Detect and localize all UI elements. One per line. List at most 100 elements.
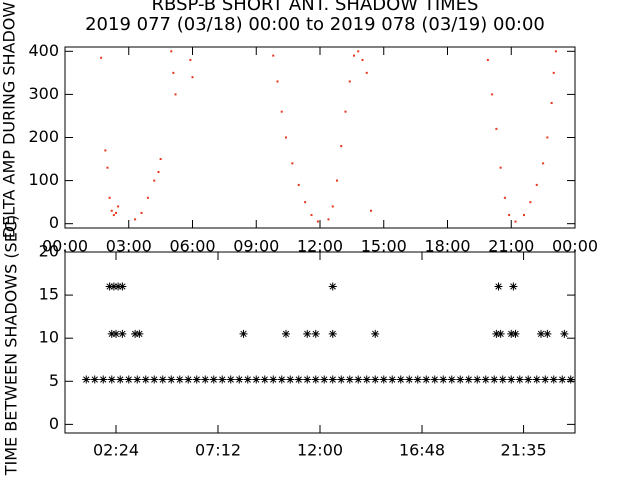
point (430, 375, 439, 384)
point (99, 375, 108, 384)
point (340, 145, 343, 148)
point (542, 162, 545, 165)
point (276, 80, 279, 83)
x-tick-label: 21:00 (488, 237, 534, 256)
point (191, 76, 194, 79)
y-tick-label: 15 (39, 285, 59, 304)
x-tick-label: 12:00 (297, 237, 343, 256)
point (110, 209, 113, 212)
point (105, 282, 114, 291)
point (117, 205, 120, 208)
y-tick-label: 200 (28, 127, 59, 146)
point (316, 220, 319, 223)
plot-frame (64, 251, 576, 434)
point (371, 375, 380, 384)
y-tick-label: 100 (28, 170, 59, 189)
point (106, 166, 109, 169)
y-axis-label: TIME BETWEEN SHADOWS (SEC) (2, 215, 21, 476)
point (447, 375, 456, 384)
point (112, 214, 115, 217)
title: RBSP-B SHORT ANT. SHADOW TIMES (152, 0, 479, 15)
point (174, 93, 177, 96)
x-tick-label: 00:00 (42, 237, 88, 256)
point (239, 329, 248, 338)
point (133, 375, 142, 384)
point (361, 58, 364, 61)
point (304, 201, 307, 204)
point (550, 102, 553, 105)
point (277, 375, 286, 384)
point (303, 375, 312, 384)
point (560, 329, 569, 338)
point (327, 218, 330, 221)
x-tick-label: 00:00 (552, 237, 598, 256)
point (124, 375, 133, 384)
point (286, 375, 295, 384)
point (157, 170, 160, 173)
point (172, 71, 175, 74)
point (337, 375, 346, 384)
point (285, 136, 287, 139)
point (209, 375, 218, 384)
point (118, 282, 127, 291)
point (112, 329, 120, 338)
point (311, 375, 320, 384)
point (153, 179, 156, 182)
point (175, 375, 184, 384)
point (328, 329, 337, 338)
x-tick-label: 09:00 (233, 237, 279, 256)
point (184, 375, 193, 384)
point (535, 183, 538, 186)
point (90, 375, 99, 384)
point (515, 375, 524, 384)
point (524, 375, 533, 384)
point (529, 201, 532, 204)
point (320, 375, 329, 384)
point (405, 375, 414, 384)
x-tick-label: 16:48 (399, 441, 445, 460)
point (353, 54, 355, 57)
point (558, 375, 567, 384)
point (150, 375, 159, 384)
point (201, 375, 210, 384)
point (108, 196, 111, 199)
point (104, 149, 107, 152)
point (549, 375, 558, 384)
y-axis-label: DELTA AMP DURING SHADOW (0, 2, 19, 239)
point (141, 375, 150, 384)
point (297, 183, 300, 186)
point (107, 375, 116, 384)
point (388, 375, 397, 384)
point (362, 375, 371, 384)
point (109, 282, 118, 291)
point (507, 375, 516, 384)
point (107, 329, 116, 338)
point (508, 214, 511, 217)
point (218, 375, 227, 384)
point (311, 329, 320, 338)
point (294, 375, 303, 384)
point (439, 375, 448, 384)
point (495, 127, 498, 130)
point (167, 375, 176, 384)
point (379, 375, 388, 384)
point (499, 166, 502, 169)
point (140, 211, 143, 214)
point (252, 375, 261, 384)
point (336, 179, 338, 182)
point (371, 329, 380, 338)
point (344, 110, 347, 113)
point (357, 50, 360, 53)
plot-frame (64, 46, 576, 229)
y-tick-label: 5 (49, 371, 59, 390)
point (269, 375, 278, 384)
point (131, 329, 140, 338)
point (235, 375, 244, 384)
point (192, 375, 201, 384)
y-tick-label: 300 (28, 84, 59, 103)
point (328, 375, 337, 384)
point (456, 375, 465, 384)
y-tick-label: 10 (39, 328, 59, 347)
point (280, 110, 283, 113)
point (135, 329, 144, 338)
